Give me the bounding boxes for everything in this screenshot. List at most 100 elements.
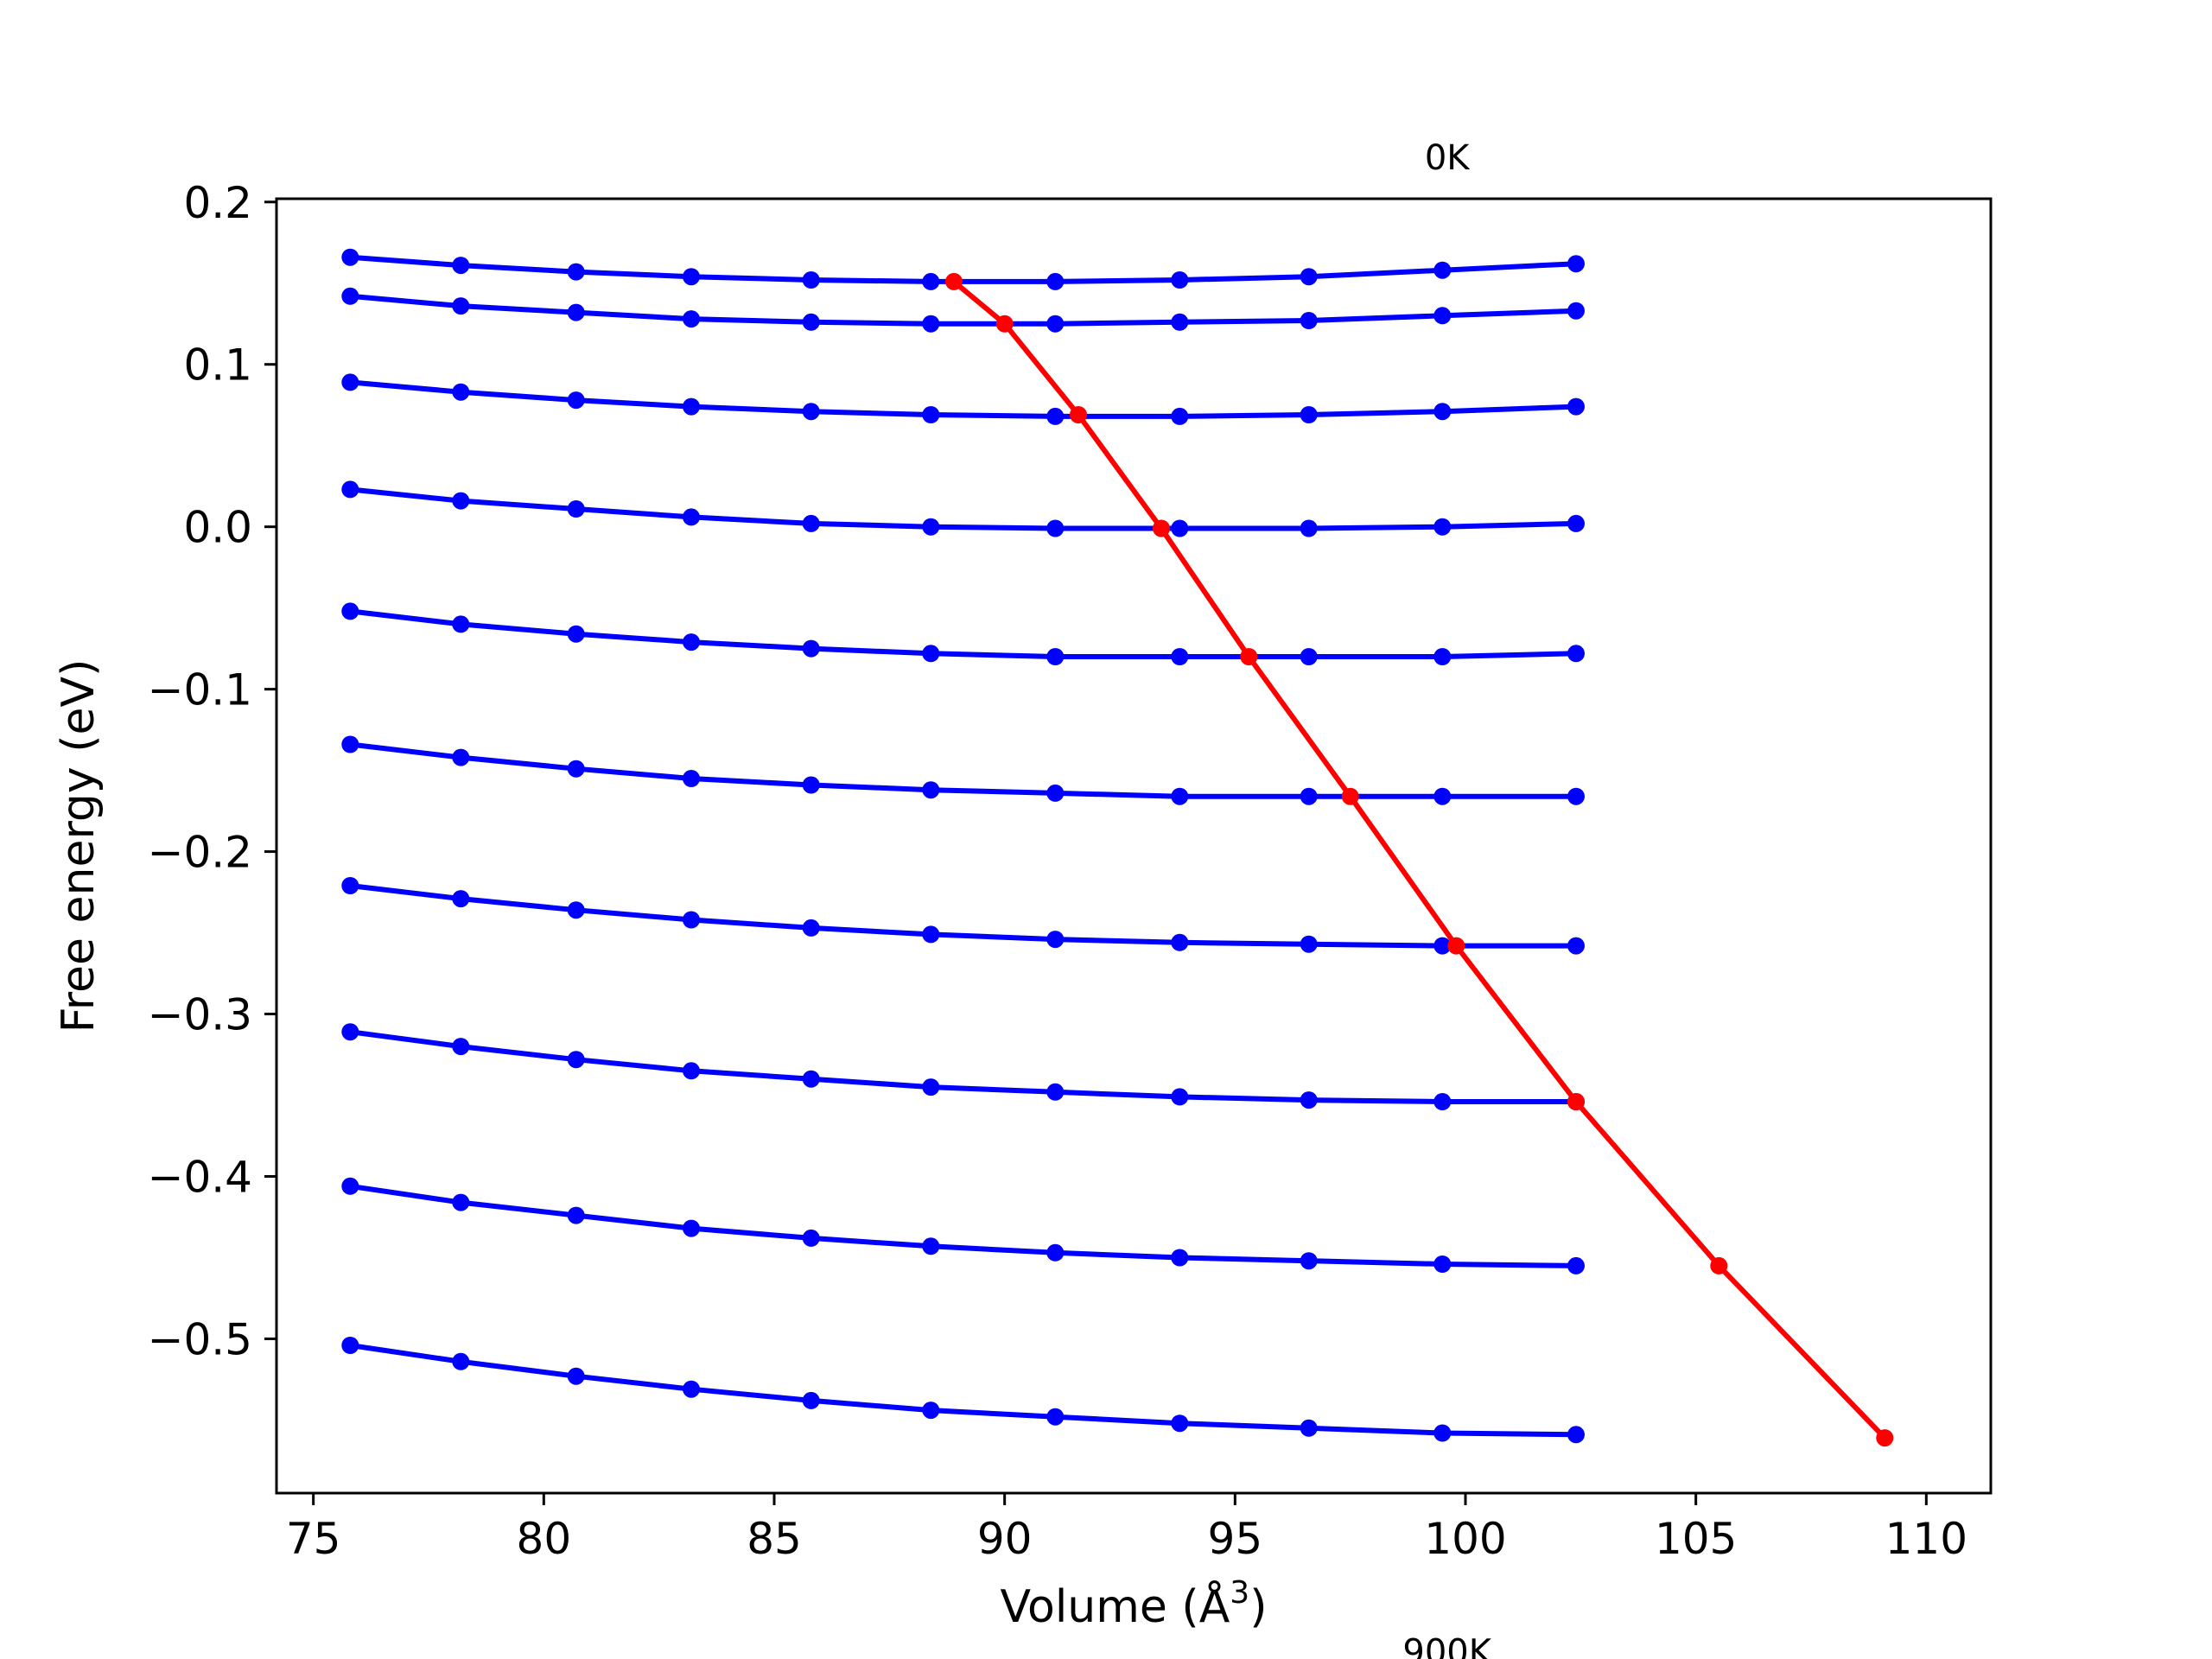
y-axis-label: Free energy (eV) bbox=[53, 659, 105, 1033]
series-5-point bbox=[922, 645, 940, 663]
series-3-point bbox=[1433, 403, 1452, 421]
series-4-point bbox=[802, 514, 820, 532]
series-9-point bbox=[683, 1219, 700, 1237]
series-10-point bbox=[683, 1380, 700, 1398]
annotations: 0K 900K bbox=[1402, 138, 1492, 1659]
y-tick-label: −0.5 bbox=[148, 1314, 252, 1364]
series-9-point bbox=[341, 1177, 359, 1195]
series-5-point bbox=[1433, 648, 1452, 665]
series-2-point bbox=[802, 313, 820, 331]
y-tick-label: −0.1 bbox=[148, 665, 252, 715]
series-8-point bbox=[1300, 1091, 1318, 1109]
series-4-point bbox=[1433, 518, 1452, 536]
series-3-point bbox=[1046, 407, 1065, 425]
series-2-point bbox=[1567, 302, 1585, 320]
series-7-point bbox=[1433, 937, 1452, 955]
y-tick-label: 0.0 bbox=[183, 503, 252, 553]
series-1-point bbox=[1567, 255, 1585, 273]
series-8-point bbox=[802, 1070, 820, 1088]
series-10-point bbox=[922, 1402, 940, 1420]
x-tick-label: 75 bbox=[286, 1514, 341, 1564]
series-1-point bbox=[802, 271, 820, 289]
minimum-curve-layer bbox=[945, 272, 1894, 1447]
minimum-curve-point bbox=[1876, 1429, 1894, 1447]
minimum-curve-point bbox=[1341, 787, 1359, 805]
series-3-point bbox=[922, 406, 940, 423]
series-10-point bbox=[1300, 1419, 1318, 1437]
series-4-point bbox=[1171, 519, 1189, 537]
series-2-point bbox=[922, 315, 940, 333]
series-7-point bbox=[452, 890, 470, 908]
series-4-point bbox=[683, 508, 700, 526]
minimum-curve-point bbox=[1447, 937, 1465, 955]
series-8-point bbox=[683, 1062, 700, 1080]
series-6-point bbox=[802, 776, 820, 794]
y-tick-label: −0.2 bbox=[148, 828, 252, 878]
series-9-point bbox=[567, 1206, 585, 1224]
series-6-point bbox=[1171, 787, 1189, 805]
series-5-point bbox=[1046, 648, 1065, 665]
series-8-point bbox=[1171, 1088, 1189, 1106]
series-3-point bbox=[1171, 407, 1189, 425]
series-10-point bbox=[1567, 1426, 1585, 1444]
series-1-point bbox=[1300, 268, 1318, 286]
series-10-point bbox=[567, 1367, 585, 1385]
series-1-point bbox=[683, 268, 700, 286]
series-6-point bbox=[1300, 787, 1318, 805]
series-8-point bbox=[922, 1078, 940, 1096]
series-7-point bbox=[1171, 933, 1189, 951]
series-8-point bbox=[452, 1038, 470, 1056]
series-5-point bbox=[1171, 648, 1189, 665]
x-tick-label: 80 bbox=[517, 1514, 572, 1564]
x-axis-label: Volume (Å3) bbox=[1001, 1575, 1268, 1633]
annotation-label: 0K bbox=[1425, 138, 1471, 178]
series-2-point bbox=[452, 297, 470, 315]
y-tick-label: −0.4 bbox=[148, 1152, 252, 1202]
series-6-point bbox=[1046, 784, 1065, 802]
series-9-point bbox=[802, 1229, 820, 1247]
series-3-point bbox=[1567, 397, 1585, 416]
x-tick-label: 95 bbox=[1208, 1514, 1263, 1564]
series-5-point bbox=[802, 639, 820, 658]
y-tick-label: 0.2 bbox=[183, 178, 252, 228]
series-4-point bbox=[1300, 519, 1318, 537]
x-axis-label-superscript: 3 bbox=[1230, 1575, 1249, 1611]
series-5-point bbox=[1567, 645, 1585, 663]
series-1-point bbox=[452, 257, 470, 275]
series-7-point bbox=[341, 877, 359, 894]
series-7-point bbox=[802, 918, 820, 937]
series-10-point bbox=[1171, 1414, 1189, 1433]
series-8-point bbox=[1433, 1093, 1452, 1110]
series-10-point bbox=[452, 1352, 470, 1370]
series-4-point bbox=[1567, 514, 1585, 532]
series-8-point bbox=[567, 1051, 585, 1069]
series-7-point bbox=[922, 925, 940, 944]
series-6-point bbox=[1433, 787, 1452, 805]
series-10-point bbox=[1046, 1408, 1065, 1426]
series-6-point bbox=[567, 760, 585, 778]
series-5-point bbox=[341, 602, 359, 620]
series-9-point bbox=[1567, 1256, 1585, 1274]
series-3-point bbox=[452, 383, 470, 401]
series-6-point bbox=[452, 748, 470, 766]
series-10-point bbox=[341, 1337, 359, 1354]
series-1-point bbox=[1433, 261, 1452, 279]
series-7-point bbox=[1046, 931, 1065, 949]
minimum-curve-line bbox=[952, 279, 1887, 1440]
series-7-point bbox=[1567, 937, 1585, 955]
series-1-point bbox=[341, 248, 359, 266]
series-4-point bbox=[567, 500, 585, 518]
series-2-point bbox=[683, 310, 700, 328]
minimum-curve-point bbox=[995, 315, 1014, 333]
series-3-point bbox=[1300, 406, 1318, 423]
x-tick-label: 85 bbox=[747, 1514, 802, 1564]
plot-frame bbox=[275, 197, 1993, 1495]
series-4-point bbox=[452, 492, 470, 510]
series-9-point bbox=[452, 1193, 470, 1211]
series-5-point bbox=[683, 633, 700, 652]
series-9-point bbox=[1300, 1252, 1318, 1270]
series-6-point bbox=[683, 770, 700, 787]
series-1-point bbox=[567, 263, 585, 281]
series-1-point bbox=[1171, 271, 1189, 289]
